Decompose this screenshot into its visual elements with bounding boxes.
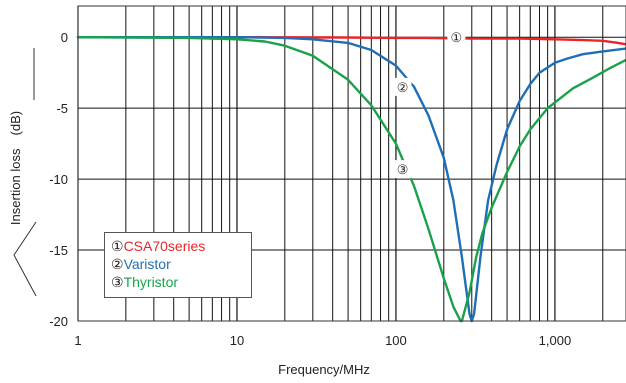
legend-marker: ②: [111, 256, 124, 272]
annotation-background: [393, 77, 412, 96]
legend-label: Thyristor: [123, 274, 179, 290]
series-line-csa70series: [76, 36, 626, 46]
legend-item-thyristor: ③Thyristor: [111, 273, 251, 291]
annotation-background: [393, 160, 412, 179]
legend: ①CSA70series ②Varistor ③Thyristor: [104, 232, 252, 298]
x-tick-label: 10: [230, 333, 244, 348]
y-tick-label: -5: [56, 101, 68, 116]
legend-label: Varistor: [123, 256, 171, 272]
y-tick-label: -15: [49, 243, 68, 258]
tick-labels: 1 10 100 1,000 0 -5 -10 -15 -20: [49, 30, 571, 348]
y-tick-label: -20: [49, 314, 68, 329]
x-tick-label: 1,000: [539, 333, 572, 348]
x-tick-label: 100: [385, 333, 407, 348]
y-axis-label: Insertion loss (dB): [8, 111, 23, 225]
y-tick-label: -10: [49, 172, 68, 187]
legend-item-csa70series: ①CSA70series: [111, 237, 251, 255]
y-axis-bracket: [13, 221, 37, 297]
plot-frame: [77, 5, 626, 322]
x-tick-label: 1: [74, 333, 81, 348]
annotation-label: ②: [397, 80, 409, 95]
legend-label: CSA70series: [123, 238, 206, 254]
y-tick-label: 0: [61, 30, 68, 45]
annotation-background: [447, 28, 466, 47]
annotation-label: ③: [397, 162, 409, 177]
annotation-layer: ① ② ③: [393, 28, 466, 179]
legend-item-varistor: ②Varistor: [111, 255, 251, 273]
legend-marker: ①: [111, 238, 124, 254]
legend-marker: ③: [111, 274, 124, 290]
annotation-label: ①: [451, 30, 463, 45]
x-axis-label: Frequency/MHz: [278, 362, 370, 377]
grid-minor: [125, 6, 604, 321]
